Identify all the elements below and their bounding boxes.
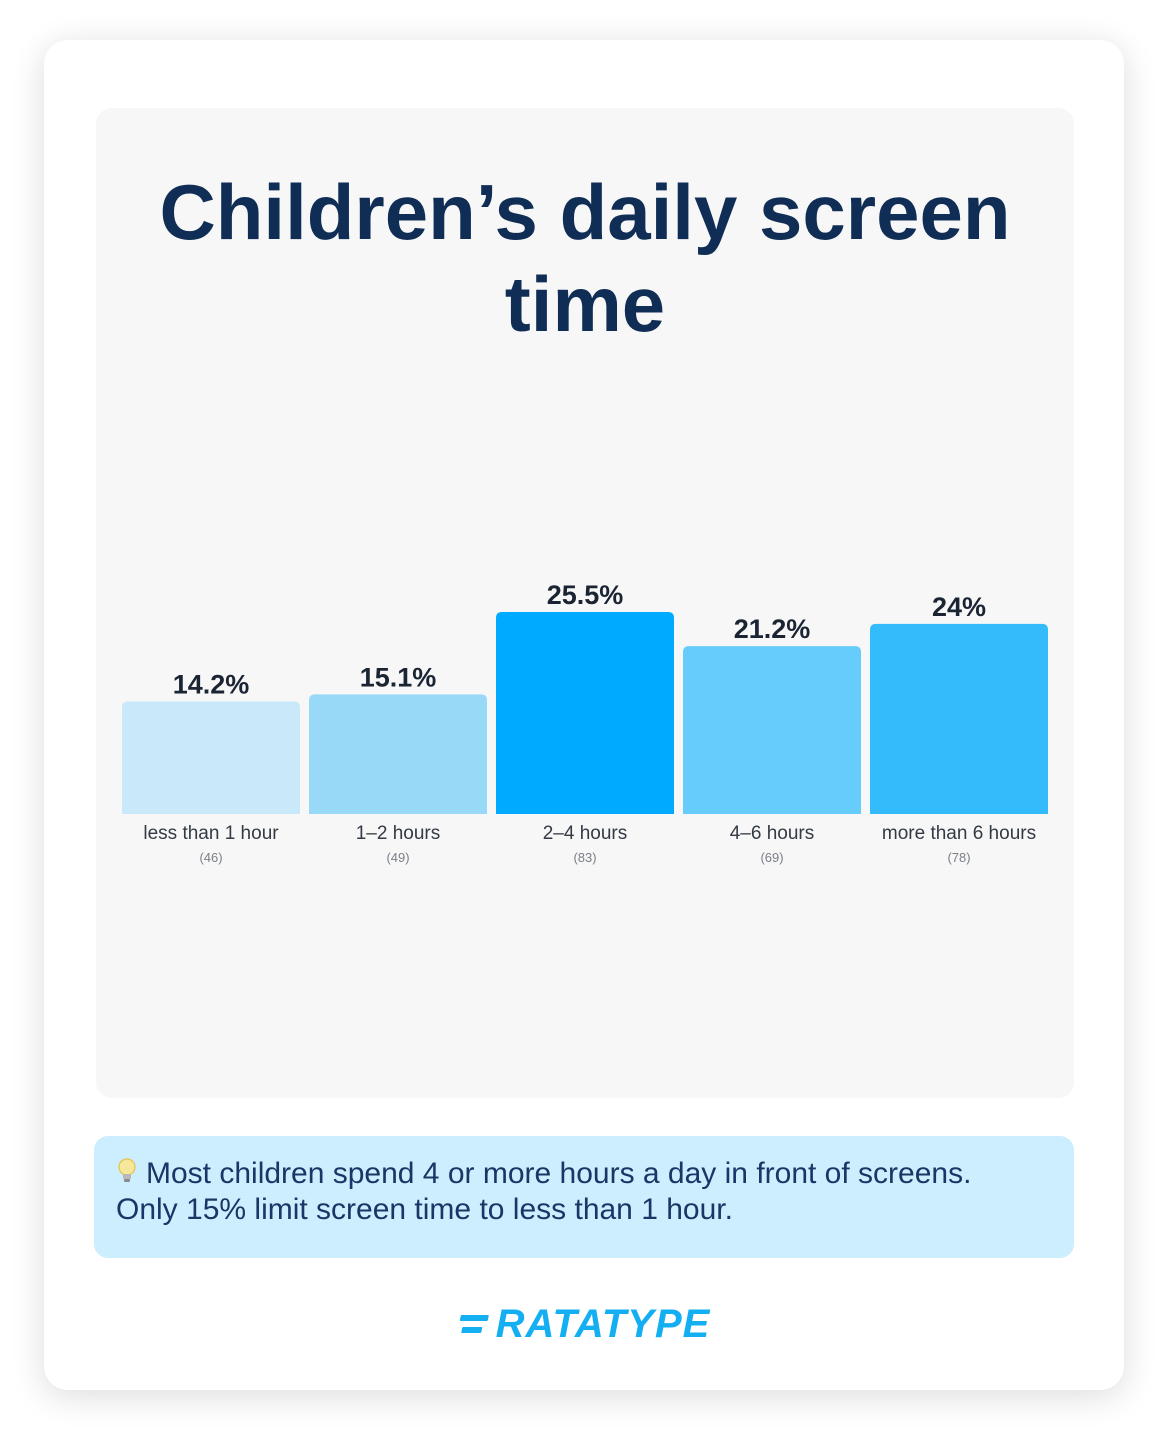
category-label-3: 2–4 hours — [543, 823, 628, 844]
insight-box: Most children spend 4 or more hours a da… — [94, 1136, 1074, 1258]
count-label-4: (69) — [760, 850, 783, 865]
category-label-4: 4–6 hours — [730, 823, 815, 844]
value-label-3: 25.5% — [547, 580, 624, 610]
chart-panel: Children’s daily screen time 14.2% less t… — [96, 108, 1074, 1098]
logo-speed-lines-icon — [459, 1314, 489, 1333]
category-label-1: less than 1 hour — [143, 823, 279, 844]
count-label-5: (78) — [947, 850, 970, 865]
bar-1 — [122, 701, 300, 814]
bar-5 — [870, 623, 1048, 814]
value-label-4: 21.2% — [734, 614, 811, 644]
insight-text-2: Only 15% limit screen time to less than … — [116, 1193, 733, 1226]
value-label-5: 24% — [932, 592, 986, 622]
insight-line-1: Most children spend 4 or more hours a da… — [116, 1156, 1052, 1192]
value-label-2: 15.1% — [360, 662, 437, 692]
ratatype-logo: RATATYPE — [44, 1302, 1124, 1347]
bar-chart: 14.2% less than 1 hour (46) 15.1% 1–2 hours (… — [122, 580, 1048, 865]
logo-wordmark: RATATYPE — [495, 1302, 711, 1346]
count-label-2: (49) — [386, 850, 409, 865]
category-label-5: more than 6 hours — [882, 823, 1036, 844]
bar-3 — [496, 612, 674, 814]
insight-text-1: Most children spend 4 or more hours a da… — [146, 1157, 972, 1190]
count-label-1: (46) — [199, 850, 222, 865]
category-label-2: 1–2 hours — [356, 823, 441, 844]
count-label-3: (83) — [573, 850, 596, 865]
chart-title: Children’s daily screen time — [159, 168, 1011, 348]
lightbulb-icon — [118, 1158, 136, 1182]
bar-4 — [683, 646, 861, 814]
bar-2 — [309, 694, 487, 814]
value-label-1: 14.2% — [173, 670, 250, 700]
infographic-card: Children’s daily screen time 14.2% less t… — [44, 40, 1124, 1390]
